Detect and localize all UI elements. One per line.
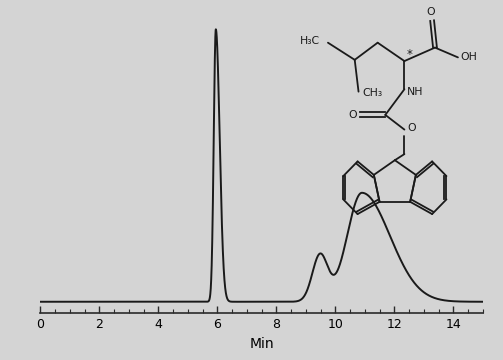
Text: H₃C: H₃C bbox=[300, 36, 320, 46]
Text: CH₃: CH₃ bbox=[363, 88, 383, 98]
Text: O: O bbox=[348, 110, 357, 120]
X-axis label: Min: Min bbox=[249, 337, 274, 351]
Text: O: O bbox=[427, 7, 436, 17]
Text: *: * bbox=[407, 48, 412, 61]
Text: NH: NH bbox=[406, 87, 423, 97]
Text: OH: OH bbox=[460, 53, 477, 62]
Text: O: O bbox=[407, 123, 416, 133]
